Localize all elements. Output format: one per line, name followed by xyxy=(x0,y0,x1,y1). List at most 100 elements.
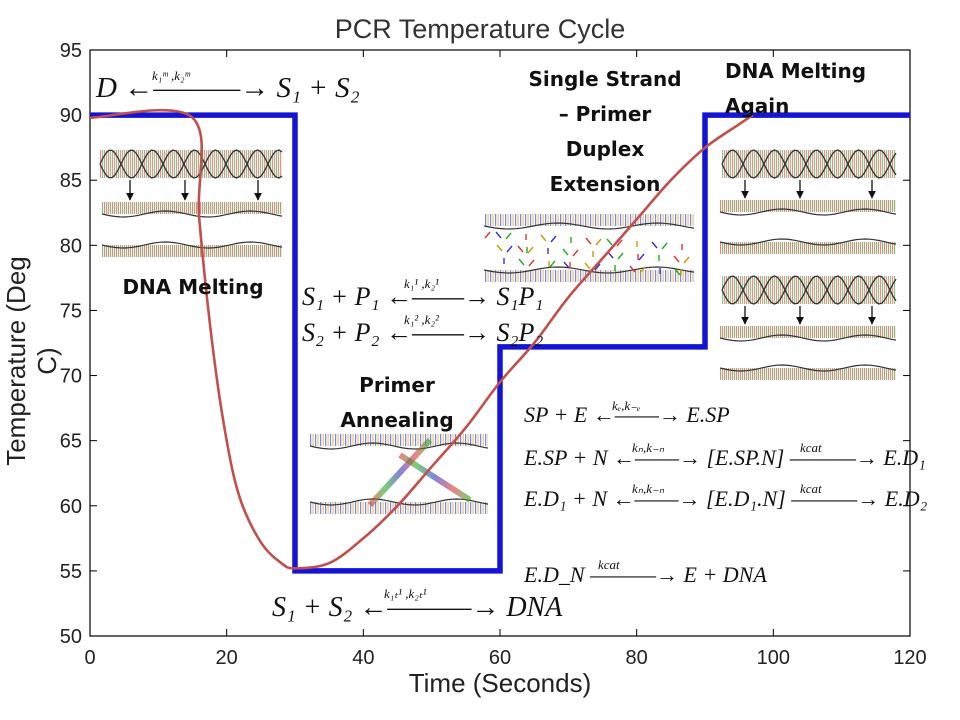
nucleotide xyxy=(594,263,601,271)
helix-rungs xyxy=(722,276,896,304)
y-tick-label: 95 xyxy=(60,40,82,62)
x-tick-label: 40 xyxy=(352,647,374,669)
annotation-primer-annealing: Primer Annealing xyxy=(322,368,472,438)
rate-renature: k₁ₜ¹ ,k₂ₜ¹ xyxy=(384,586,427,601)
strand-again-1-bottom xyxy=(719,238,897,254)
strand-bases xyxy=(310,502,488,514)
nucleotide xyxy=(562,248,569,256)
strand-backbone xyxy=(719,334,897,342)
series-curve xyxy=(89,108,754,570)
y-tick-label: 85 xyxy=(60,170,82,192)
annotation-line: Primer xyxy=(359,373,435,397)
nucleotide xyxy=(661,242,668,250)
nucleotide xyxy=(540,234,547,242)
strand-backbone xyxy=(101,210,283,218)
helix-strand xyxy=(721,149,897,179)
strand-bases xyxy=(484,270,694,282)
nucleotide xyxy=(572,249,579,257)
primer-fragment xyxy=(367,437,433,508)
annotation-dna-melting: DNA Melting xyxy=(122,275,264,299)
y-tick-label: 60 xyxy=(60,496,82,518)
annotation-line: Single Strand xyxy=(528,67,682,91)
nucleotide xyxy=(617,252,624,260)
annotation-line: Again xyxy=(725,94,790,118)
strand-backbone xyxy=(101,241,283,249)
nucleotide xyxy=(651,241,658,249)
dna-illustrations xyxy=(99,149,897,514)
annotation-extension: Single Strand – Primer Duplex Extension xyxy=(510,62,700,202)
helix-melting xyxy=(99,149,283,179)
annotation-melting-again: DNA Melting Again xyxy=(725,54,895,124)
nucleotide xyxy=(505,232,512,240)
nucleotide xyxy=(528,259,535,267)
y-tick-label: 55 xyxy=(60,561,82,583)
strand-backbone xyxy=(309,442,489,450)
strand-bases xyxy=(102,202,282,214)
equation-renature: S₁ + S₂ ←———→ DNA xyxy=(272,592,563,623)
strand-extension-bottom xyxy=(483,266,695,282)
strand-again-2-top xyxy=(719,326,897,342)
x-tick-label: 120 xyxy=(893,647,926,669)
nucleotide xyxy=(585,237,592,245)
strand-backbone xyxy=(719,238,897,246)
rate-ext-1: kₑ,k₋ₑ xyxy=(612,398,641,413)
y-tick-label: 80 xyxy=(60,235,82,257)
nucleotide-scatter xyxy=(484,231,690,276)
nucleotide xyxy=(595,238,602,246)
nucleotide xyxy=(518,258,525,266)
rate-annealing-2: k₁² ,k₂² xyxy=(404,312,439,327)
equation-melting: D ←———→ S₁ + S₂ xyxy=(96,72,360,104)
nucleotide xyxy=(616,239,623,247)
helix-strand xyxy=(721,275,897,305)
annotation-line: DNA Melting xyxy=(725,59,867,83)
nucleotide xyxy=(638,253,645,261)
strand-bases xyxy=(720,200,896,212)
annotation-line: Duplex xyxy=(565,137,645,161)
y-tick-label: 65 xyxy=(60,431,82,453)
strand-bases xyxy=(484,214,694,226)
helix-melting-again-2 xyxy=(721,275,897,305)
strand-melting-top xyxy=(101,202,283,218)
equation-ext-1: SP + E ←——→ E.SP xyxy=(524,402,730,427)
rate-ext-3b: kcat xyxy=(800,481,822,496)
helix-melting-again-1 xyxy=(721,149,897,179)
helix-strand xyxy=(721,275,897,305)
nucleotide xyxy=(674,268,681,276)
nucleotide xyxy=(563,261,570,269)
helix-strand xyxy=(99,149,283,179)
equation-annealing-1: S₁ + P₁ ←——→ S₁P₁ xyxy=(302,282,544,311)
nucleotide xyxy=(549,260,556,268)
strand-bases xyxy=(720,242,896,254)
x-tick-label: 0 xyxy=(84,647,95,669)
equation-ext-n: E.D_N ———→ E + DNA xyxy=(524,562,767,587)
equation-annealing-2: S₂ + P₂ ←——→ S₂P₂ xyxy=(302,318,544,347)
strand-again-1-top xyxy=(719,200,897,216)
helix-strand xyxy=(721,149,897,179)
y-tick-label: 50 xyxy=(60,626,82,648)
strand-annealing-top xyxy=(309,434,489,450)
nucleotide xyxy=(606,238,613,246)
y-tick-label: 70 xyxy=(60,366,82,388)
strand-annealing-bottom xyxy=(309,498,489,514)
series-line xyxy=(89,108,754,570)
series-line xyxy=(90,112,910,574)
equation-ext-3: E.D₁ + N ←——→ [E.D₁.N] ———→ E.D₂ xyxy=(524,486,928,511)
x-tick-label: 20 xyxy=(216,647,238,669)
nucleotide xyxy=(484,231,491,239)
nucleotide xyxy=(506,245,513,253)
chart-title: PCR Temperature Cycle xyxy=(334,14,626,44)
nucleotide xyxy=(495,231,502,239)
series-step xyxy=(89,112,911,574)
nucleotide xyxy=(517,245,524,253)
primer-fragment xyxy=(398,452,472,503)
y-tick-label: 75 xyxy=(60,300,82,322)
rate-melting: k₁ᵐ ,k₂ᵐ xyxy=(152,68,190,83)
annotation-line: Extension xyxy=(549,172,661,196)
strand-backbone xyxy=(483,222,695,230)
helix-strand xyxy=(99,149,283,179)
y-tick-label: 90 xyxy=(60,105,82,127)
x-tick-label: 60 xyxy=(489,647,511,669)
strand-backbone xyxy=(719,208,897,216)
